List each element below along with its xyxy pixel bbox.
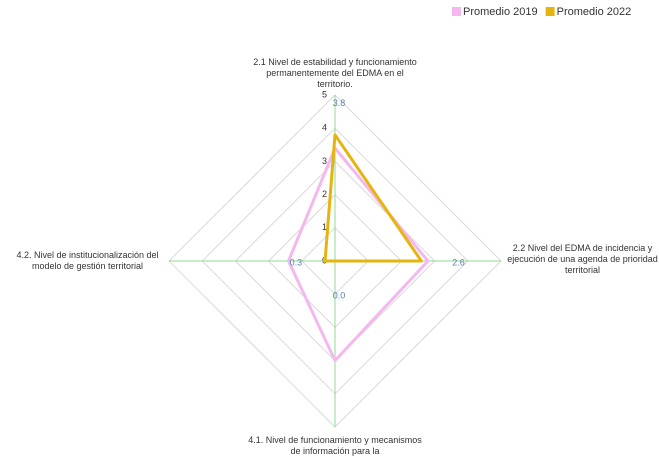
series-line [323, 133, 423, 263]
legend-swatch [452, 7, 461, 16]
y-tick-label: 5 [322, 89, 327, 99]
data-label: 3.8 [333, 98, 346, 108]
legend-swatch [545, 7, 555, 16]
y-tick-label: 1 [322, 222, 327, 232]
y-tick-label: 4 [322, 123, 327, 133]
data-label: 0.0 [333, 291, 346, 301]
data-label: 0.3 [290, 257, 303, 267]
axis-category-label: 2.2 Nivel del EDMA de incidencia y ejecu… [507, 243, 658, 275]
legend-label: Promedio 2022 [557, 6, 632, 18]
data-label: 2.6 [452, 257, 465, 267]
series-line [287, 146, 430, 363]
legend-label: Promedio 2019 [463, 6, 538, 18]
axis-category-label: 2.1 Nivel de estabilidad y funcionamient… [253, 57, 417, 89]
y-tick-label: 2 [322, 189, 327, 199]
axis-category-label: 4.2. Nivel de institucionalización del m… [16, 250, 159, 271]
axis-category-label: 4.1. Nivel de funcionamiento y mecanismo… [248, 435, 422, 456]
y-tick-label: 3 [322, 156, 327, 166]
